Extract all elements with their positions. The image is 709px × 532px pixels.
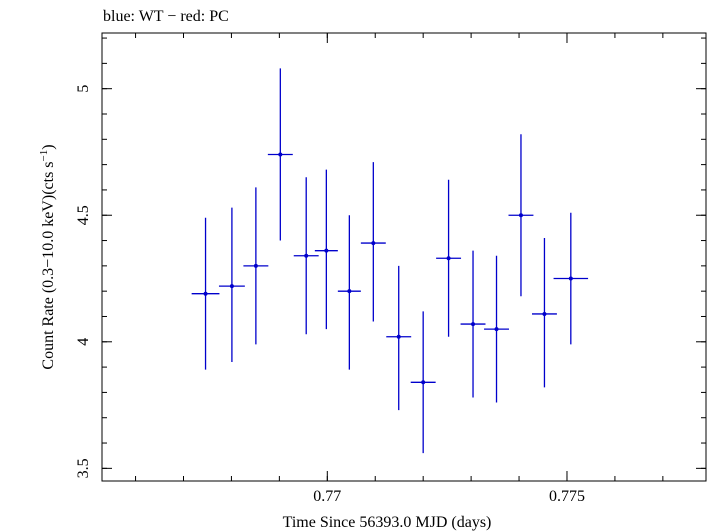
point-marker — [371, 241, 376, 246]
data-point — [553, 212, 589, 345]
data-point — [508, 134, 534, 297]
data-point — [410, 311, 436, 454]
x-tick-label: 0.77 — [313, 488, 341, 505]
point-marker — [542, 311, 547, 316]
data-point — [218, 207, 245, 363]
y-axis-label-close: ) — [40, 144, 57, 149]
data-point — [267, 68, 293, 241]
point-marker — [324, 248, 329, 253]
plot-frame — [101, 32, 707, 482]
x-tick-label: 0.775 — [549, 488, 585, 505]
point-marker — [471, 322, 476, 327]
data-point — [531, 238, 557, 388]
chart-title: blue: WT − red: PC — [103, 8, 229, 25]
y-tick-label: 4 — [75, 338, 92, 346]
y-tick-label: 4.5 — [75, 205, 92, 225]
data-point — [337, 215, 361, 370]
data-point — [293, 177, 319, 335]
minor-ticks — [102, 33, 706, 481]
major-ticks — [102, 33, 706, 481]
point-marker — [568, 276, 573, 281]
y-axis-label-main: Count Rate (0.3−10.0 keV)(cts s — [40, 161, 57, 369]
data-point — [460, 250, 486, 398]
data-point — [191, 217, 220, 370]
tick-labels: 0.77 0.775 3.5 4 4.5 5 — [75, 85, 585, 505]
point-marker — [278, 152, 283, 157]
point-marker — [446, 256, 451, 261]
point-marker — [229, 284, 234, 289]
data-point — [243, 187, 269, 345]
point-marker — [396, 334, 401, 339]
point-marker — [304, 253, 309, 258]
data-point — [436, 179, 462, 337]
y-axis-label: Count Rate (0.3−10.0 keV)(cts s−1) — [38, 144, 57, 369]
point-marker — [518, 213, 523, 218]
y-tick-label: 3.5 — [75, 458, 92, 478]
data-layer — [191, 68, 589, 454]
data-point — [360, 162, 386, 322]
data-point — [386, 265, 412, 411]
point-marker — [421, 380, 426, 385]
point-marker — [494, 327, 499, 332]
point-marker — [253, 263, 258, 268]
data-point — [484, 255, 509, 403]
x-axis-label: Time Since 56393.0 MJD (days) — [283, 514, 492, 531]
data-point — [314, 169, 338, 330]
y-tick-label: 5 — [75, 85, 92, 93]
point-marker — [203, 291, 208, 296]
point-marker — [347, 289, 352, 294]
y-axis-label-superscript: −1 — [38, 150, 50, 162]
